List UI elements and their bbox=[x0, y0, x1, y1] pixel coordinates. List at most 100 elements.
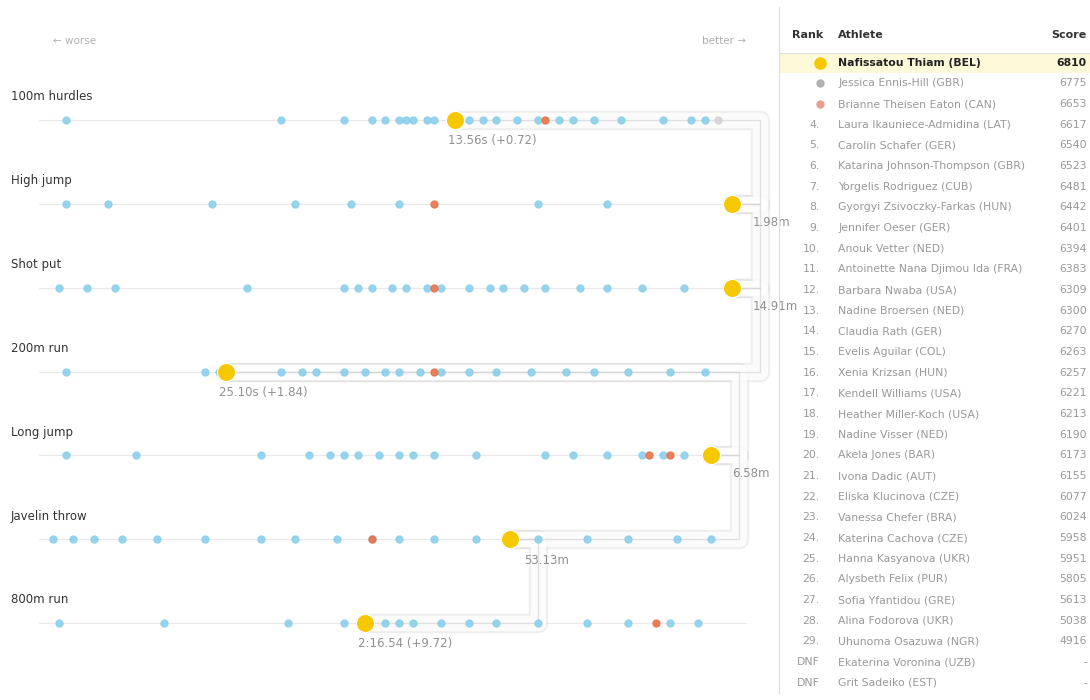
Text: 23.: 23. bbox=[802, 512, 820, 522]
Text: 6270: 6270 bbox=[1059, 326, 1087, 337]
Text: 6394: 6394 bbox=[1059, 244, 1087, 254]
Text: Javelin throw: Javelin throw bbox=[11, 510, 87, 522]
Text: 18.: 18. bbox=[802, 409, 820, 419]
Text: 8.: 8. bbox=[810, 202, 820, 213]
Text: 6540: 6540 bbox=[1059, 141, 1087, 150]
Text: 5805: 5805 bbox=[1059, 575, 1087, 584]
Text: Nadine Visser (NED): Nadine Visser (NED) bbox=[838, 430, 948, 440]
Text: 21.: 21. bbox=[802, 471, 820, 481]
Text: 5613: 5613 bbox=[1059, 595, 1087, 605]
Text: 13.56s (+0.72): 13.56s (+0.72) bbox=[448, 134, 536, 148]
Text: 29.: 29. bbox=[802, 636, 820, 646]
Text: DNF: DNF bbox=[797, 678, 820, 687]
Text: 22.: 22. bbox=[802, 491, 820, 502]
Text: 15.: 15. bbox=[802, 347, 820, 357]
Text: Barbara Nwaba (USA): Barbara Nwaba (USA) bbox=[838, 285, 957, 295]
Text: 6173: 6173 bbox=[1059, 450, 1087, 461]
Text: 12.: 12. bbox=[802, 285, 820, 295]
Text: Gyorgyi Zsivoczky-Farkas (HUN): Gyorgyi Zsivoczky-Farkas (HUN) bbox=[838, 202, 1013, 213]
Text: Katarina Johnson-Thompson (GBR): Katarina Johnson-Thompson (GBR) bbox=[838, 161, 1026, 171]
Text: Long jump: Long jump bbox=[11, 426, 73, 439]
Text: Heather Miller-Koch (USA): Heather Miller-Koch (USA) bbox=[838, 409, 980, 419]
Text: 27.: 27. bbox=[802, 595, 820, 605]
Text: 6775: 6775 bbox=[1059, 78, 1087, 88]
Text: 6077: 6077 bbox=[1059, 491, 1087, 502]
Text: -: - bbox=[1083, 678, 1087, 687]
Text: 6.: 6. bbox=[810, 161, 820, 171]
Text: Ekaterina Voronina (UZB): Ekaterina Voronina (UZB) bbox=[838, 657, 976, 667]
Text: 5038: 5038 bbox=[1059, 616, 1087, 626]
Text: Akela Jones (BAR): Akela Jones (BAR) bbox=[838, 450, 935, 461]
Text: 7.: 7. bbox=[810, 182, 820, 192]
Text: 6213: 6213 bbox=[1059, 409, 1087, 419]
Text: 14.91m: 14.91m bbox=[753, 300, 798, 313]
Text: Vanessa Chefer (BRA): Vanessa Chefer (BRA) bbox=[838, 512, 957, 522]
Text: 6401: 6401 bbox=[1059, 223, 1087, 233]
Text: Shot put: Shot put bbox=[11, 258, 61, 271]
Text: 6300: 6300 bbox=[1059, 306, 1087, 316]
Text: Eliska Klucinova (CZE): Eliska Klucinova (CZE) bbox=[838, 491, 959, 502]
Text: 19.: 19. bbox=[802, 430, 820, 440]
Text: Jennifer Oeser (GER): Jennifer Oeser (GER) bbox=[838, 223, 950, 233]
Text: 4916: 4916 bbox=[1059, 636, 1087, 646]
FancyBboxPatch shape bbox=[779, 52, 1090, 74]
Text: 11.: 11. bbox=[802, 265, 820, 274]
Text: Brianne Theisen Eaton (CAN): Brianne Theisen Eaton (CAN) bbox=[838, 99, 996, 109]
Text: Hanna Kasyanova (UKR): Hanna Kasyanova (UKR) bbox=[838, 554, 970, 564]
Text: 800m run: 800m run bbox=[11, 594, 69, 606]
Text: Sofia Yfantidou (GRE): Sofia Yfantidou (GRE) bbox=[838, 595, 956, 605]
Text: Score: Score bbox=[1052, 30, 1087, 40]
Text: DNF: DNF bbox=[797, 657, 820, 667]
Text: 4.: 4. bbox=[810, 120, 820, 130]
Text: 5958: 5958 bbox=[1059, 533, 1087, 543]
Text: ← worse: ← worse bbox=[52, 36, 96, 46]
Text: Alina Fodorova (UKR): Alina Fodorova (UKR) bbox=[838, 616, 954, 626]
Text: 26.: 26. bbox=[802, 575, 820, 584]
Text: Nadine Broersen (NED): Nadine Broersen (NED) bbox=[838, 306, 965, 316]
Text: 24.: 24. bbox=[802, 533, 820, 543]
Text: 5951: 5951 bbox=[1059, 554, 1087, 564]
Text: 6190: 6190 bbox=[1059, 430, 1087, 440]
Text: 6221: 6221 bbox=[1059, 389, 1087, 398]
Text: 200m run: 200m run bbox=[11, 342, 69, 355]
Text: 20.: 20. bbox=[802, 450, 820, 461]
Text: 6309: 6309 bbox=[1059, 285, 1087, 295]
Text: Nafissatou Thiam (BEL): Nafissatou Thiam (BEL) bbox=[838, 58, 981, 68]
Text: 6523: 6523 bbox=[1059, 161, 1087, 171]
Text: 10.: 10. bbox=[802, 244, 820, 254]
Text: High jump: High jump bbox=[11, 174, 72, 188]
Text: 25.: 25. bbox=[802, 554, 820, 564]
Text: Ivona Dadic (AUT): Ivona Dadic (AUT) bbox=[838, 471, 936, 481]
Text: 28.: 28. bbox=[802, 616, 820, 626]
Text: Carolin Schafer (GER): Carolin Schafer (GER) bbox=[838, 141, 956, 150]
Text: Jessica Ennis-Hill (GBR): Jessica Ennis-Hill (GBR) bbox=[838, 78, 965, 88]
Text: Anouk Vetter (NED): Anouk Vetter (NED) bbox=[838, 244, 945, 254]
Text: Laura Ikauniece-Admidina (LAT): Laura Ikauniece-Admidina (LAT) bbox=[838, 120, 1012, 130]
Text: 6383: 6383 bbox=[1059, 265, 1087, 274]
Text: Kendell Williams (USA): Kendell Williams (USA) bbox=[838, 389, 961, 398]
Text: Yorgelis Rodriguez (CUB): Yorgelis Rodriguez (CUB) bbox=[838, 182, 973, 192]
Text: Antoinette Nana Djimou Ida (FRA): Antoinette Nana Djimou Ida (FRA) bbox=[838, 265, 1022, 274]
Text: 6257: 6257 bbox=[1059, 368, 1087, 378]
Text: Alysbeth Felix (PUR): Alysbeth Felix (PUR) bbox=[838, 575, 948, 584]
Text: 100m hurdles: 100m hurdles bbox=[11, 90, 93, 104]
Text: Katerina Cachova (CZE): Katerina Cachova (CZE) bbox=[838, 533, 968, 543]
Text: Grit Sadeiko (EST): Grit Sadeiko (EST) bbox=[838, 678, 937, 687]
Text: 25.10s (+1.84): 25.10s (+1.84) bbox=[219, 386, 307, 399]
Text: Athlete: Athlete bbox=[838, 30, 884, 40]
Text: 6155: 6155 bbox=[1059, 471, 1087, 481]
Text: 1.98m: 1.98m bbox=[753, 216, 790, 229]
Text: Xenia Krizsan (HUN): Xenia Krizsan (HUN) bbox=[838, 368, 948, 378]
Text: 16.: 16. bbox=[802, 368, 820, 378]
Text: Evelis Aguilar (COL): Evelis Aguilar (COL) bbox=[838, 347, 946, 357]
Text: 9.: 9. bbox=[810, 223, 820, 233]
Text: 6810: 6810 bbox=[1057, 58, 1087, 68]
Text: 6263: 6263 bbox=[1059, 347, 1087, 357]
Text: Uhunoma Osazuwa (NGR): Uhunoma Osazuwa (NGR) bbox=[838, 636, 980, 646]
Text: 13.: 13. bbox=[802, 306, 820, 316]
Text: 6.58m: 6.58m bbox=[732, 467, 770, 480]
Text: 5.: 5. bbox=[810, 141, 820, 150]
Text: 6442: 6442 bbox=[1059, 202, 1087, 213]
Text: 6481: 6481 bbox=[1059, 182, 1087, 192]
Text: 6653: 6653 bbox=[1059, 99, 1087, 109]
